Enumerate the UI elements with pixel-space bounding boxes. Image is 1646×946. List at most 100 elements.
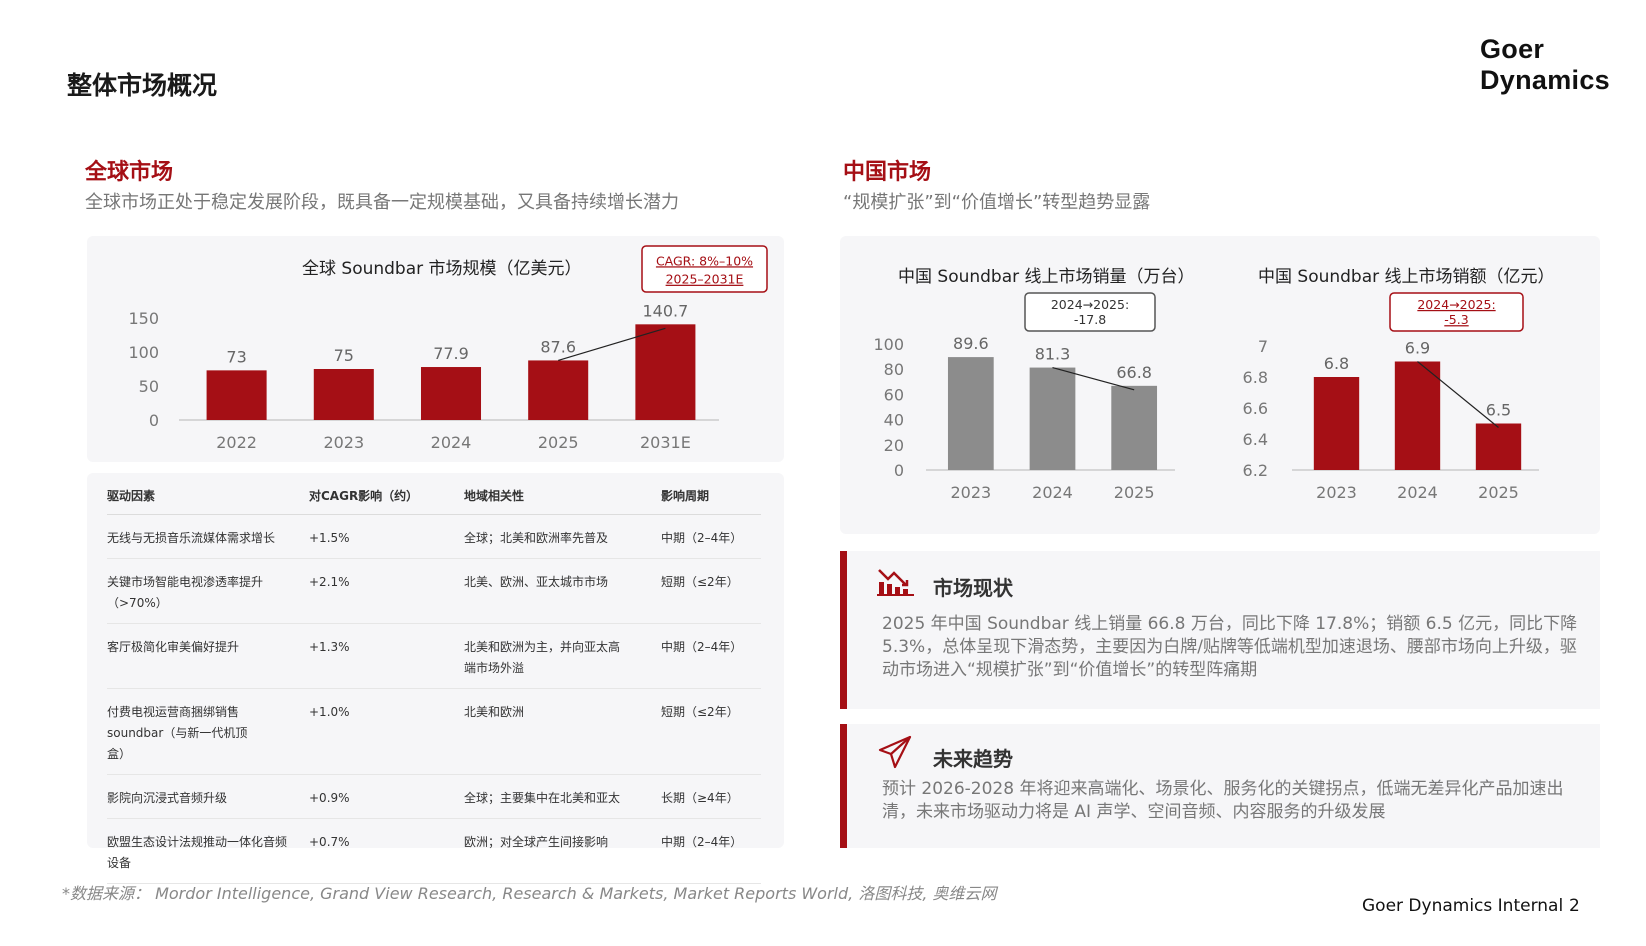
china-charts-panel: 中国 Soundbar 线上市场销量（万台） 0 20 40 60 80 100 89.6 2… [840,236,1600,534]
y-tick-label: 50 [139,377,159,396]
y-tick-label: 0 [149,411,159,430]
table-cell: +1.0% [309,688,464,775]
data-label: 6.8 [1324,354,1349,373]
market-status-card: 市场现状 2025 年中国 Soundbar 线上销量 66.8 万台，同比下降… [840,551,1600,709]
y-tick-label: 60 [884,385,904,404]
table-cell: 无线与无损音乐流媒体需求增长 [107,514,309,559]
table-cell: +1.3% [309,623,464,689]
table-cell: 全球；主要集中在北美和亚太 [464,774,661,819]
x-tick-label: 2022 [216,433,257,452]
trend-line [1417,361,1499,428]
data-label: 6.9 [1405,339,1430,358]
company-logo: Goer Dynamics [1480,34,1610,96]
table-cell: +2.1% [309,558,464,624]
declining-chart-icon [876,562,916,600]
callout-label: 2024→2025: [1051,297,1129,312]
future-trend-text: 预计 2026-2028 年将迎来高端化、场景化、服务化的关键拐点，低端无差异化… [882,779,1564,822]
table-row: 欧盟生态设计法规推动一体化音频设备 +0.7% 欧洲；对全球产生间接影响 中期（… [107,818,761,884]
x-tick-label: 2031E [640,433,691,452]
column-header: 影响周期 [661,477,761,515]
data-label: 6.5 [1486,401,1511,420]
data-label: 89.6 [953,334,989,353]
global-market-chart: 0 50 100 150 73 2022 75 2023 77.9 2024 87.6 2025 140… [128,245,768,452]
table-cell: +0.9% [309,774,464,819]
callout-label: -17.8 [1074,312,1106,327]
page-number: 2 [1569,896,1580,916]
bar [1029,367,1076,470]
bar [1475,423,1522,470]
table-cell: 短期（≤2年） [661,688,761,775]
table-cell: 欧盟生态设计法规推动一体化音频设备 [107,818,309,884]
china-section-subtitle: “规模扩张”到“价值增长”转型趋势显露 [843,192,1151,213]
drivers-table-panel: 驱动因素 对CAGR影响（约） 地域相关性 影响周期 无线与无损音乐流媒体需求增… [87,473,784,884]
drivers-table-wrap: 驱动因素 对CAGR影响（约） 地域相关性 影响周期 无线与无损音乐流媒体需求增… [107,477,761,884]
table-cell: 付费电视运营商捆绑销售soundbar（与新一代机顶盒） [107,688,309,775]
y-tick-label: 6.6 [1243,399,1268,418]
market-status-text: 2025 年中国 Soundbar 线上销量 66.8 万台，同比下降 17.8… [882,614,1578,680]
trend-line [558,327,666,362]
china-volume-chart: 0 20 40 60 80 100 89.6 2023 81.3 2024 66.8 2025 2024… [873,292,1175,502]
data-label: 140.7 [642,301,688,320]
china-revenue-chart: 6.2 6.4 6.6 6.8 7 6.8 2023 6.9 2024 6.5 2025 2024→2… [1243,292,1539,502]
y-tick-label: 20 [884,436,904,455]
y-tick-label: 40 [884,411,904,430]
y-tick-label: 6.4 [1243,430,1268,449]
data-label: 66.8 [1116,363,1152,382]
table-cell: 中期（2–4年） [661,514,761,559]
table-cell: 北美和欧洲为主，并向亚太高端市场外溢 [464,623,661,689]
footer-label: Goer Dynamics Internal [1362,896,1564,916]
table-row: 付费电视运营商捆绑销售soundbar（与新一代机顶盒） +1.0% 北美和欧洲… [107,688,761,775]
table-cell: 短期（≤2年） [661,558,761,624]
data-label: 73 [226,347,246,366]
table-row: 影院向沉浸式音频升级 +0.9% 全球；主要集中在北美和亚太 长期（≥4年） [107,774,761,819]
callout-box [1389,292,1524,332]
x-tick-label: 2023 [323,433,364,452]
x-tick-label: 2024 [1032,483,1073,502]
global-chart-panel: 全球 Soundbar 市场规模（亿美元） 0 50 100 150 73 2022 75 2… [87,236,784,462]
future-trend-card: 未来趋势 预计 2026-2028 年将迎来高端化、场景化、服务化的关键拐点，低… [840,724,1600,848]
table-cell: 中期（2–4年） [661,818,761,884]
table-cell: 长期（≥4年） [661,774,761,819]
china-section-title: 中国市场 [843,160,932,185]
table-cell: 关键市场智能电视渗透率提升（>70%） [107,558,309,624]
y-tick-label: 150 [128,309,159,328]
bar [635,324,696,420]
table-cell: +0.7% [309,818,464,884]
global-section-title: 全球市场 [85,160,174,185]
bar [947,357,994,470]
callout-box [1024,292,1156,332]
table-cell: 影院向沉浸式音频升级 [107,774,309,819]
drivers-table: 驱动因素 对CAGR影响（约） 地域相关性 影响周期 无线与无损音乐流媒体需求增… [107,477,761,884]
table-cell: 欧洲；对全球产生间接影响 [464,818,661,884]
data-source-note: *数据来源： Mordor Intelligence, Grand View R… [62,884,997,903]
table-row: 客厅极简化审美偏好提升 +1.3% 北美和欧洲为主，并向亚太高端市场外溢 中期（… [107,623,761,689]
callout-label: 2025–2031E [666,272,744,287]
y-tick-label: 100 [128,343,159,362]
table-row: 关键市场智能电视渗透率提升（>70%） +2.1% 北美、欧洲、亚太城市市场 短… [107,558,761,624]
market-status-title: 市场现状 [933,576,1013,600]
y-tick-label: 80 [884,360,904,379]
y-tick-label: 0 [894,461,904,480]
data-label: 75 [334,346,354,365]
data-label: 81.3 [1035,345,1071,364]
bar [1111,385,1158,470]
global-section-subtitle: 全球市场正处于稳定发展阶段，既具备一定规模基础，又具备持续增长潜力 [85,192,679,213]
column-header: 驱动因素 [107,477,309,515]
bar [528,360,589,420]
column-header: 对CAGR影响（约） [309,477,464,515]
table-cell: 客厅极简化审美偏好提升 [107,623,309,689]
data-label: 87.6 [540,337,576,356]
future-trend-title: 未来趋势 [933,747,1013,771]
paper-plane-icon [877,734,913,774]
table-cell: 中期（2–4年） [661,623,761,689]
bar [313,369,374,420]
x-tick-label: 2024 [1397,483,1438,502]
logo-line-2: Dynamics [1480,65,1610,95]
trend-line [1052,366,1135,391]
x-tick-label: 2023 [950,483,991,502]
bar [1394,361,1441,470]
y-tick-label: 100 [873,335,904,354]
table-cell: 北美、欧洲、亚太城市市场 [464,558,661,624]
callout-label: 2024→2025: [1417,297,1495,312]
x-tick-label: 2025 [1478,483,1519,502]
